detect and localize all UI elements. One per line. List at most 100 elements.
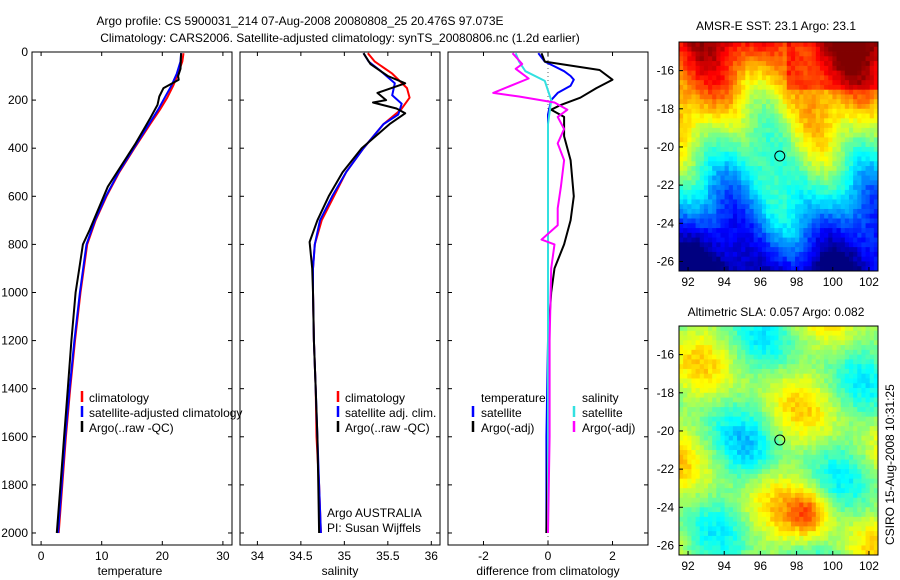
map-cell	[753, 204, 759, 210]
map-cell	[695, 411, 701, 418]
map-cell	[703, 166, 709, 172]
map-cell	[683, 65, 688, 72]
difference-panel: -2 0 2 difference from climatology tempera…	[447, 51, 649, 578]
map-cell	[869, 204, 875, 210]
map-cell	[774, 349, 779, 356]
map-cell	[865, 521, 871, 527]
map-cell	[778, 330, 784, 336]
map-cell	[770, 464, 775, 470]
map-cell	[708, 402, 713, 408]
map-cell	[770, 166, 775, 172]
map-cell	[741, 450, 746, 456]
map-cell	[741, 94, 746, 100]
map-cell	[786, 531, 792, 537]
map-x-tick-label: 98	[790, 559, 804, 573]
map-cell	[720, 142, 726, 148]
map-cell	[774, 99, 779, 105]
map-cell	[836, 550, 842, 556]
map-cell	[844, 521, 850, 527]
map-cell	[857, 118, 862, 124]
map-cell	[720, 392, 726, 398]
map-cell	[687, 142, 692, 148]
map-cell	[853, 445, 858, 451]
map-cell	[815, 388, 821, 394]
map-cell	[844, 478, 850, 484]
map-cell	[720, 108, 726, 114]
map-cell	[761, 492, 767, 499]
map-cell	[737, 383, 742, 389]
map-cell	[853, 340, 858, 346]
map-cell	[848, 383, 854, 389]
map-cell	[741, 473, 746, 480]
map-cell	[753, 185, 759, 191]
map-cell	[708, 146, 713, 153]
map-cell	[716, 208, 721, 215]
map-cell	[844, 232, 850, 238]
map-cell	[679, 397, 684, 403]
map-cell	[811, 65, 817, 72]
map-cell	[703, 345, 709, 351]
map-cell	[749, 426, 755, 432]
map-cell	[853, 540, 858, 546]
map-cell	[703, 473, 709, 480]
map-cell	[836, 378, 842, 384]
map-cell	[799, 247, 804, 253]
x-tick-label: 2	[609, 549, 616, 563]
map-cell	[811, 80, 817, 86]
map-cell	[753, 56, 759, 62]
map-cell	[865, 161, 871, 167]
map-cell	[828, 426, 833, 432]
map-cell	[815, 194, 821, 200]
map-cell	[708, 330, 713, 336]
map-cell	[782, 335, 788, 341]
map-cell	[687, 232, 692, 238]
map-cell	[683, 204, 688, 210]
map-cell	[687, 354, 692, 360]
map-cell	[865, 199, 871, 205]
map-cell	[815, 450, 821, 456]
map-cell	[770, 228, 775, 234]
map-cell	[749, 113, 755, 119]
map-cell	[757, 326, 763, 332]
map-cell	[811, 113, 817, 119]
map-cell	[857, 478, 862, 484]
map-cell	[807, 421, 813, 427]
map-cell	[766, 411, 771, 418]
map-cell	[770, 392, 775, 398]
map-cell	[819, 402, 825, 408]
map-cell	[699, 454, 705, 460]
map-cell	[873, 251, 879, 258]
map-cell	[728, 435, 734, 441]
map-cell	[679, 199, 684, 205]
map-cell	[803, 478, 808, 484]
map-cell	[695, 218, 701, 224]
map-cell	[869, 170, 875, 176]
map-cell	[786, 464, 792, 470]
map-cell	[811, 185, 817, 191]
map-cell	[720, 454, 726, 460]
map-cell	[737, 426, 742, 432]
map-cell	[844, 99, 850, 105]
map-cell	[749, 123, 755, 129]
map-cell	[848, 113, 854, 119]
map-cell	[741, 185, 746, 191]
map-cell	[716, 388, 721, 394]
map-cell	[728, 237, 734, 243]
map-cell	[799, 84, 804, 91]
map-cell	[708, 180, 713, 186]
map-cell	[861, 156, 866, 162]
map-cell	[778, 426, 784, 432]
map-cell	[799, 426, 804, 432]
map-cell	[790, 512, 796, 518]
map-cell	[683, 123, 688, 129]
map-cell	[807, 411, 813, 418]
map-cell	[708, 70, 713, 76]
map-cell	[737, 170, 742, 176]
map-cell	[770, 84, 775, 91]
map-cell	[766, 228, 771, 234]
map-cell	[728, 388, 734, 394]
map-cell	[832, 512, 837, 518]
map-cell	[815, 113, 821, 119]
map-cell	[691, 94, 696, 100]
map-cell	[761, 402, 767, 408]
